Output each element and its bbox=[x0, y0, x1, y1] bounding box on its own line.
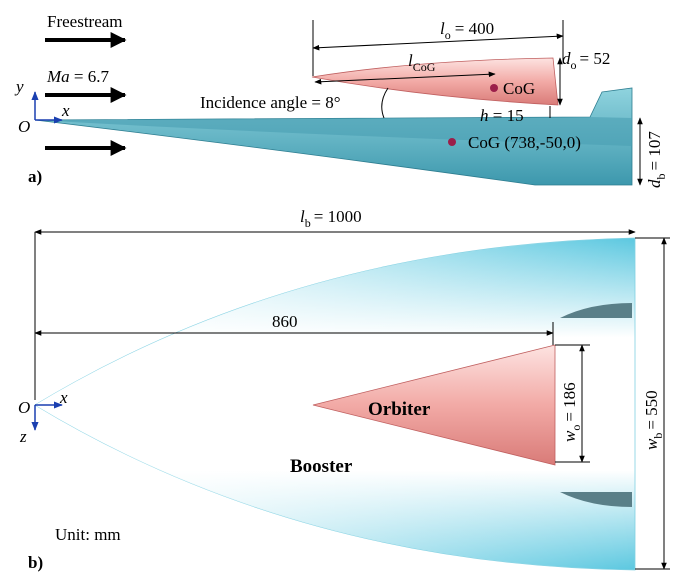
axis-y-label: y bbox=[14, 77, 24, 96]
panel-a: Freestream Ma = 6.7 y x O Incidence angl… bbox=[14, 12, 668, 188]
mach-value: = 6.7 bbox=[74, 67, 110, 86]
panel-b: lb= 1000 860 O x z Orbiter Booster wo= 1… bbox=[18, 207, 670, 572]
axis-x-label: x bbox=[59, 388, 68, 407]
booster-width-label: wb = 550 bbox=[642, 390, 665, 450]
subscript: o bbox=[569, 425, 583, 431]
origin-label: O bbox=[18, 117, 30, 136]
panel-label: a) bbox=[28, 167, 42, 186]
symbol: w bbox=[642, 438, 661, 450]
subscript: CoG bbox=[413, 60, 436, 74]
origin-label: O bbox=[18, 398, 30, 417]
value: = 400 bbox=[455, 19, 494, 38]
value: = 550 bbox=[642, 390, 661, 429]
dim-line bbox=[313, 36, 563, 48]
orbiter-label: Orbiter bbox=[368, 399, 431, 420]
axis-z-label: z bbox=[19, 427, 27, 446]
value: = 107 bbox=[645, 131, 664, 171]
booster-height-label: db= 107 bbox=[645, 131, 668, 188]
booster-cog-dot bbox=[448, 138, 456, 146]
unit-label: Unit: mm bbox=[55, 525, 121, 544]
panel-label: b) bbox=[28, 553, 43, 572]
figure: Freestream Ma = 6.7 y x O Incidence angl… bbox=[0, 0, 676, 572]
value: = 186 bbox=[560, 382, 579, 421]
booster-cog-label: CoG (738,-50,0) bbox=[468, 133, 581, 152]
incidence-arc bbox=[382, 88, 388, 118]
mach-label: Ma = 6.7 bbox=[46, 67, 110, 86]
orbiter-cog-label: CoG bbox=[503, 79, 535, 98]
orbiter-cog-dot bbox=[490, 84, 498, 92]
subscript: b bbox=[651, 433, 665, 439]
freestream-label: Freestream bbox=[47, 12, 123, 31]
subscript: b bbox=[654, 174, 668, 180]
incidence-label: Incidence angle = 8° bbox=[200, 93, 341, 112]
orbiter-length-label: lo= 400 bbox=[440, 19, 494, 42]
cog-length-label: lCoG bbox=[408, 51, 436, 74]
booster-length-label: lb= 1000 bbox=[300, 207, 362, 230]
symbol: h bbox=[480, 106, 489, 125]
subscript: b bbox=[305, 216, 311, 230]
subscript: o bbox=[445, 28, 451, 42]
booster-label: Booster bbox=[290, 456, 353, 477]
orbiter-diameter-label: do= 52 bbox=[562, 49, 610, 72]
value: = 52 bbox=[580, 49, 611, 68]
subscript: o bbox=[571, 58, 577, 72]
mach-symbol: Ma bbox=[46, 67, 70, 86]
axis-x-label: x bbox=[61, 101, 70, 120]
gap-label: h = 15 bbox=[480, 106, 524, 125]
value: = 15 bbox=[493, 106, 524, 125]
value: = 1000 bbox=[314, 207, 362, 226]
orbiter-position-label: 860 bbox=[272, 312, 298, 331]
symbol: w bbox=[560, 430, 579, 442]
